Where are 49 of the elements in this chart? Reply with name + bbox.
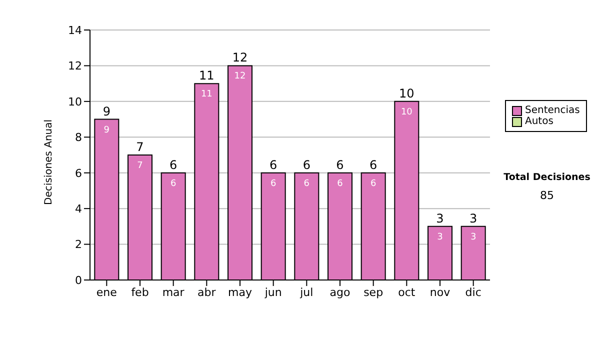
x-tick-label: jul: [299, 286, 314, 299]
y-tick-label: 2: [75, 238, 82, 252]
data-label: 6: [370, 178, 376, 189]
text: 85: [539, 189, 555, 202]
x-tick-label: mar: [162, 286, 185, 299]
data-label: 11: [200, 90, 212, 100]
y-tick-label: 14: [68, 24, 82, 37]
data-label: 12: [234, 72, 246, 82]
y-axis-title: Decisiones Anual: [44, 119, 55, 205]
total-label: 9: [102, 104, 110, 118]
x-tick-label: oct: [398, 286, 416, 299]
data-label: 7: [137, 161, 143, 171]
x-tick-label: ago: [330, 286, 350, 299]
y-tick-label: 0: [75, 274, 82, 287]
y-tick-label: 8: [75, 131, 82, 144]
data-label: 10: [400, 107, 413, 118]
legend-label: Sentencias: [525, 105, 580, 116]
data-label: 6: [304, 178, 310, 189]
total-label: 6: [336, 158, 344, 172]
data-label: 3: [437, 232, 443, 242]
x-tick-label: sep: [364, 286, 384, 299]
data-label: 9: [104, 125, 110, 136]
data-label: 3: [470, 232, 476, 242]
x-tick-label: feb: [131, 286, 149, 299]
x-tick-label: jun: [264, 286, 282, 299]
data-label: 6: [170, 178, 176, 189]
y-tick-label: 10: [68, 95, 82, 108]
legend-label: Autos: [525, 116, 554, 127]
data-label: 6: [337, 178, 344, 189]
total-label: 6: [302, 158, 310, 172]
total-label: 7: [136, 140, 144, 154]
total-label: 3: [470, 211, 478, 226]
x-tick-label: may: [228, 286, 252, 299]
total-label: 12: [232, 50, 248, 65]
x-tick-label: dic: [465, 286, 482, 299]
x-tick-label: nov: [430, 286, 451, 299]
data-label: 6: [270, 178, 276, 189]
total-label: 6: [370, 158, 378, 172]
y-tick-label: 4: [75, 202, 82, 216]
x-tick-label: ene: [96, 286, 118, 299]
y-tick-label: 6: [75, 166, 82, 180]
total-label: 11: [199, 68, 214, 83]
total-label: 6: [270, 158, 278, 172]
text: Total Decisiones: [502, 172, 592, 183]
y-tick-label: 12: [68, 60, 82, 73]
total-label: 3: [436, 211, 444, 226]
x-tick-label: abr: [198, 286, 216, 299]
total-label: 10: [399, 86, 414, 100]
total-label: 6: [170, 158, 178, 172]
